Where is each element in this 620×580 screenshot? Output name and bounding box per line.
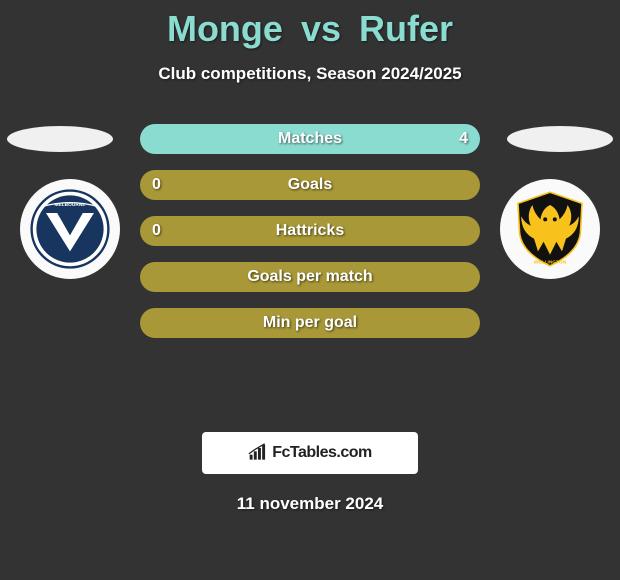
stat-value-left: 0 xyxy=(152,176,161,194)
svg-text:MELBOURNE: MELBOURNE xyxy=(55,202,87,208)
stat-row-goals-per-match: Goals per match xyxy=(140,262,480,292)
player1-name: Monge xyxy=(167,8,283,49)
player2-name: Rufer xyxy=(359,8,453,49)
flag-placeholder-right xyxy=(507,126,613,152)
bar-chart-icon xyxy=(248,443,268,463)
flag-placeholder-left xyxy=(7,126,113,152)
club-logo-left: MELBOURNE xyxy=(20,179,120,279)
season-subtitle: Club competitions, Season 2024/2025 xyxy=(0,64,620,84)
stat-row-hattricks: 0 Hattricks xyxy=(140,216,480,246)
stat-value-right: 4 xyxy=(459,130,468,148)
branding-inner: FcTables.com xyxy=(248,443,372,463)
stat-label: Hattricks xyxy=(276,222,344,240)
stat-label: Matches xyxy=(278,130,342,148)
stat-row-goals: 0 Goals xyxy=(140,170,480,200)
svg-text:WELLINGTON: WELLINGTON xyxy=(534,259,567,265)
stat-label: Min per goal xyxy=(263,314,357,332)
wellington-phoenix-logo-icon: WELLINGTON xyxy=(510,189,590,269)
stat-row-min-per-goal: Min per goal xyxy=(140,308,480,338)
branding-box: FcTables.com xyxy=(202,432,418,474)
stat-label: Goals per match xyxy=(247,268,372,286)
vs-text: vs xyxy=(301,8,341,49)
date-text: 11 november 2024 xyxy=(0,494,620,514)
melbourne-victory-logo-icon: MELBOURNE xyxy=(30,189,110,269)
stat-row-matches: Matches 4 xyxy=(140,124,480,154)
stat-value-left: 0 xyxy=(152,222,161,240)
club-logo-right: WELLINGTON xyxy=(500,179,600,279)
branding-text: FcTables.com xyxy=(272,444,372,462)
comparison-title: Monge vs Rufer xyxy=(0,0,620,50)
stat-label: Goals xyxy=(288,176,332,194)
stat-rows-container: Matches 4 0 Goals 0 Hattricks Goals per … xyxy=(140,124,480,354)
